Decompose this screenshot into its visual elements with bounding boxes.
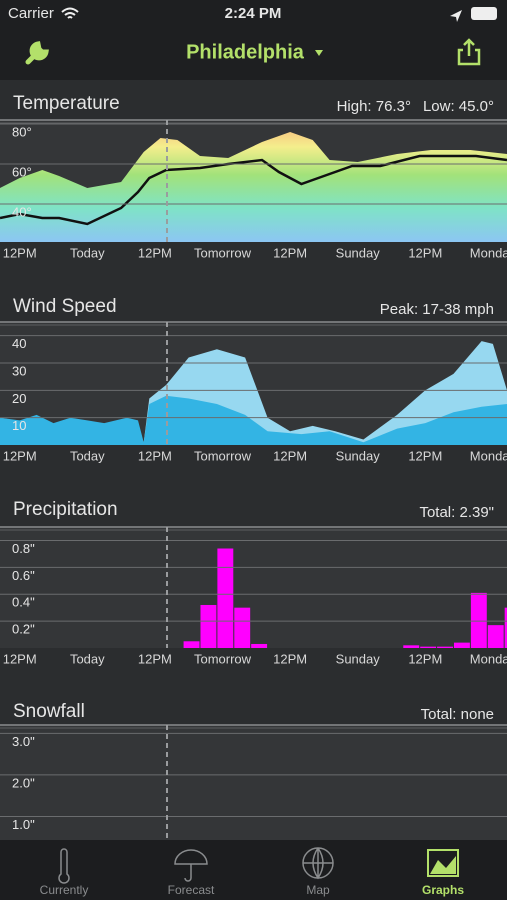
battery-icon: [471, 7, 497, 20]
x-tick-label: 12PM: [273, 245, 307, 260]
x-tick-label: Today: [70, 651, 105, 666]
graph-panel: Wind Speed Peak: 17-38 mph 10 20 30 40 12PM Tod…: [0, 289, 507, 463]
clock: 2:24 PM: [225, 5, 282, 22]
bar: [437, 646, 453, 648]
area: [0, 395, 507, 445]
x-tick-label: 12PM: [273, 448, 307, 463]
x-tick-label: Monday: [470, 245, 507, 260]
panel-stat: Peak: 17-38 mph: [380, 301, 494, 318]
bar: [183, 641, 200, 648]
tab-map[interactable]: Map: [306, 883, 330, 897]
plot: [0, 341, 507, 445]
x-tick-label: 12PM: [3, 245, 37, 260]
y-tick-label: 40: [12, 336, 26, 351]
x-tick-label: Today: [70, 245, 105, 260]
y-tick-label: 0.6": [12, 568, 35, 583]
tab-bar: [0, 840, 507, 900]
bar: [504, 607, 507, 648]
settings-button[interactable]: [25, 41, 49, 65]
graphs: Temperature Low: 45.0° High: 76.3° 40° 60° 80…: [0, 86, 507, 858]
y-tick-label: 3.0": [12, 734, 35, 749]
x-tick-label: Monday: [470, 651, 507, 666]
top-bar: [0, 0, 507, 80]
x-tick-label: 12PM: [408, 245, 442, 260]
x-tick-label: Today: [70, 448, 105, 463]
panel-stat: Total: 2.39": [419, 504, 494, 521]
location-icon: [450, 10, 462, 22]
area: [0, 341, 507, 445]
x-tick-label: Monday: [470, 448, 507, 463]
x-tick-label: Sunday: [336, 448, 381, 463]
panel-title: Precipitation: [13, 499, 118, 520]
bar: [200, 604, 217, 648]
x-tick-label: 12PM: [138, 651, 172, 666]
y-tick-label: 40°: [12, 204, 32, 219]
x-tick-label: Tomorrow: [194, 448, 252, 463]
panel-stat: High: 76.3°: [337, 98, 411, 115]
y-tick-label: 30: [12, 363, 26, 378]
y-tick-label: 0.8": [12, 541, 35, 556]
area: [0, 132, 507, 242]
bar: [470, 592, 487, 648]
graph-panel: Precipitation Total: 2.39" 0.2" 0.4" 0.6" 0.8…: [0, 492, 507, 666]
bar: [453, 642, 470, 648]
bar: [217, 548, 234, 648]
graphs-icon-fill: [430, 856, 456, 874]
panel-stat: Total: none: [421, 706, 494, 723]
tab-currently[interactable]: Currently: [40, 883, 89, 897]
bar: [487, 625, 504, 648]
y-tick-label: 10: [12, 418, 26, 433]
x-tick-label: Sunday: [336, 651, 381, 666]
panel-header: [0, 86, 507, 120]
x-tick-label: Tomorrow: [194, 651, 252, 666]
y-tick-label: 60°: [12, 164, 32, 179]
x-tick-label: 12PM: [3, 448, 37, 463]
x-tick-label: 12PM: [138, 448, 172, 463]
y-tick-label: 1.0": [12, 817, 35, 832]
graph-panel: Snowfall Total: none 1.0" 2.0" 3.0": [0, 694, 507, 858]
bar: [420, 646, 437, 648]
x-tick-label: 12PM: [273, 651, 307, 666]
x-tick-label: 12PM: [3, 651, 37, 666]
wifi-icon: [61, 7, 79, 19]
carrier: Carrier: [8, 5, 54, 22]
panel-header: [0, 694, 507, 725]
tab-icons: [58, 847, 334, 884]
plot-area: [0, 527, 507, 648]
y-tick-label: 2.0": [12, 775, 35, 790]
y-tick-label: 0.4": [12, 595, 35, 610]
panel-header: [0, 492, 507, 527]
panel-title: Wind Speed: [13, 296, 117, 317]
bar: [403, 645, 420, 648]
graph-panel: Temperature Low: 45.0° High: 76.3° 40° 60° 80…: [0, 86, 507, 260]
x-tick-label: 12PM: [408, 651, 442, 666]
x-tick-label: Tomorrow: [194, 245, 252, 260]
bar: [251, 643, 268, 648]
share-button[interactable]: [457, 38, 481, 66]
graphs-icon: [427, 849, 459, 877]
panel-title: Temperature: [13, 93, 120, 114]
dropdown-arrow[interactable]: [315, 50, 323, 56]
y-tick-label: 20: [12, 391, 26, 406]
x-tick-label: 12PM: [138, 245, 172, 260]
panel-stat: Low: 45.0°: [423, 98, 494, 115]
bar: [234, 607, 251, 648]
x-tick-label: 12PM: [408, 448, 442, 463]
panel-title: Snowfall: [13, 701, 85, 722]
plot-area: [0, 725, 507, 858]
y-tick-label: 80°: [12, 124, 32, 139]
plot: [183, 548, 507, 648]
panel-header: [0, 289, 507, 322]
city-selector[interactable]: Philadelphia: [186, 41, 305, 63]
tab-graphs[interactable]: Graphs: [422, 883, 464, 897]
tab-forecast[interactable]: Forecast: [168, 883, 215, 897]
y-tick-label: 0.2": [12, 622, 35, 637]
x-tick-label: Sunday: [336, 245, 381, 260]
